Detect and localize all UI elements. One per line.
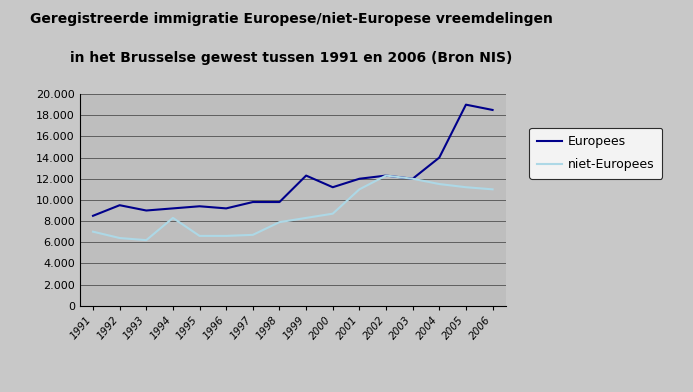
- Europees: [249, 200, 257, 204]
- Europees: [408, 176, 416, 181]
- niet-Europees: [382, 173, 390, 178]
- niet-Europees: [356, 187, 364, 192]
- niet-Europees: [435, 182, 444, 187]
- Europees: [89, 213, 97, 218]
- Europees: [382, 173, 390, 178]
- Europees: [169, 206, 177, 211]
- Line: Europees: Europees: [93, 105, 493, 216]
- Europees: [328, 185, 337, 190]
- Europees: [489, 107, 497, 112]
- Line: niet-Europees: niet-Europees: [93, 176, 493, 240]
- niet-Europees: [142, 238, 150, 243]
- niet-Europees: [116, 236, 124, 240]
- niet-Europees: [169, 216, 177, 220]
- Europees: [116, 203, 124, 208]
- Europees: [195, 204, 204, 209]
- niet-Europees: [462, 185, 470, 190]
- Europees: [222, 206, 230, 211]
- niet-Europees: [489, 187, 497, 192]
- niet-Europees: [275, 220, 283, 225]
- Europees: [275, 200, 283, 204]
- Text: Geregistreerde immigratie Europese/niet-Europese vreemdelingen: Geregistreerde immigratie Europese/niet-…: [30, 12, 552, 26]
- Text: in het Brusselse gewest tussen 1991 en 2006 (Bron NIS): in het Brusselse gewest tussen 1991 en 2…: [70, 51, 512, 65]
- niet-Europees: [408, 176, 416, 181]
- niet-Europees: [249, 232, 257, 237]
- Europees: [356, 176, 364, 181]
- Legend: Europees, niet-Europees: Europees, niet-Europees: [529, 128, 662, 179]
- niet-Europees: [89, 229, 97, 234]
- niet-Europees: [328, 211, 337, 216]
- niet-Europees: [195, 234, 204, 238]
- Europees: [435, 155, 444, 160]
- Europees: [462, 102, 470, 107]
- Europees: [142, 208, 150, 213]
- niet-Europees: [302, 216, 310, 220]
- niet-Europees: [222, 234, 230, 238]
- Europees: [302, 173, 310, 178]
